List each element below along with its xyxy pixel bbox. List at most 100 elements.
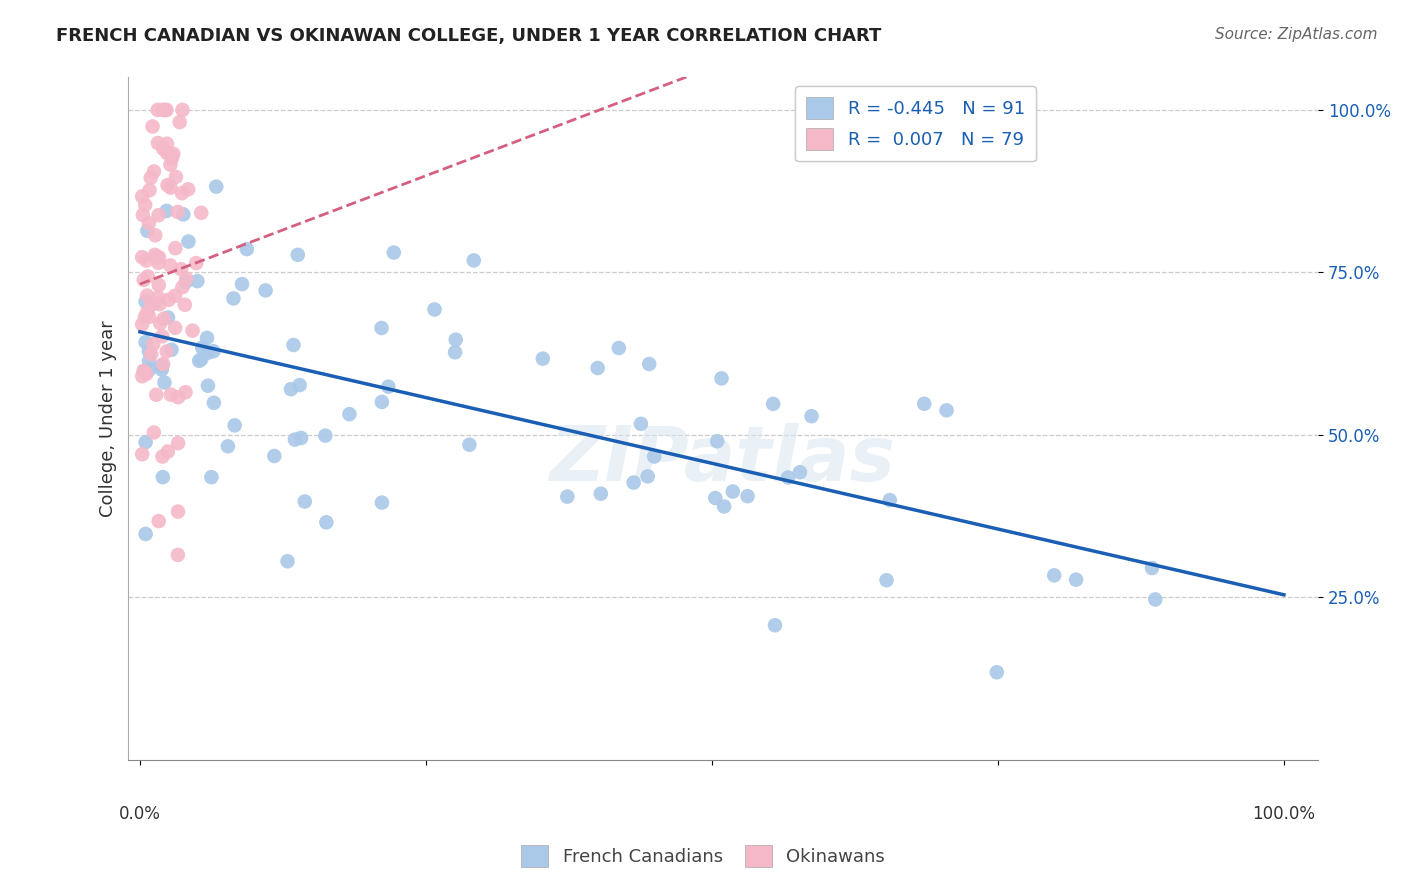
Point	[607, 341, 630, 355]
Text: FRENCH CANADIAN VS OKINAWAN COLLEGE, UNDER 1 YEAR CORRELATION CHART: FRENCH CANADIAN VS OKINAWAN COLLEGE, UND…	[56, 27, 882, 45]
Point	[138, 354, 160, 368]
Point	[586, 361, 609, 376]
Point	[141, 347, 163, 361]
Point	[143, 248, 166, 262]
Point	[638, 357, 661, 371]
Point	[589, 486, 612, 500]
Point	[159, 180, 181, 194]
Point	[162, 146, 184, 161]
Point	[132, 364, 155, 378]
Point	[173, 298, 195, 312]
Point	[170, 262, 193, 277]
Point	[132, 273, 155, 287]
Point	[382, 245, 405, 260]
Point	[136, 305, 159, 319]
Point	[136, 224, 159, 238]
Point	[789, 465, 811, 479]
Point	[623, 475, 645, 490]
Point	[721, 484, 744, 499]
Point	[186, 274, 208, 288]
Point	[131, 447, 153, 461]
Point	[150, 359, 173, 373]
Point	[146, 103, 169, 117]
Point	[165, 289, 187, 303]
Y-axis label: College, Under 1 year: College, Under 1 year	[100, 320, 117, 517]
Point	[150, 362, 173, 376]
Point	[148, 208, 170, 222]
Point	[188, 354, 211, 368]
Point	[167, 436, 190, 450]
Point	[156, 145, 179, 160]
Point	[205, 179, 228, 194]
Point	[186, 256, 208, 270]
Point	[135, 335, 157, 350]
Point	[217, 439, 239, 453]
Point	[254, 284, 277, 298]
Point	[231, 277, 253, 292]
Point	[131, 369, 153, 384]
Point	[167, 548, 190, 562]
Point	[131, 318, 153, 332]
Point	[531, 351, 554, 366]
Point	[135, 294, 157, 309]
Point	[224, 418, 246, 433]
Point	[157, 293, 180, 307]
Point	[371, 395, 394, 409]
Point	[152, 357, 174, 371]
Point	[160, 343, 183, 357]
Point	[165, 241, 187, 255]
Point	[165, 169, 187, 184]
Point	[138, 310, 160, 324]
Point	[236, 242, 259, 256]
Point	[156, 310, 179, 325]
Point	[135, 253, 157, 268]
Point	[444, 345, 467, 359]
Point	[280, 382, 302, 396]
Point	[643, 450, 665, 464]
Point	[166, 205, 188, 219]
Point	[139, 170, 162, 185]
Point	[136, 269, 159, 284]
Point	[315, 516, 337, 530]
Point	[148, 251, 170, 265]
Point	[314, 428, 336, 442]
Point	[762, 397, 785, 411]
Point	[276, 554, 298, 568]
Point	[1144, 592, 1167, 607]
Point	[778, 470, 800, 484]
Legend: R = -0.445   N = 91, R =  0.007   N = 79: R = -0.445 N = 91, R = 0.007 N = 79	[796, 87, 1036, 161]
Point	[155, 103, 177, 117]
Text: Source: ZipAtlas.com: Source: ZipAtlas.com	[1215, 27, 1378, 42]
Point	[283, 338, 305, 352]
Point	[637, 469, 659, 483]
Point	[290, 431, 312, 445]
Point	[149, 316, 172, 330]
Point	[190, 206, 212, 220]
Point	[156, 444, 179, 458]
Point	[713, 500, 735, 514]
Point	[159, 387, 181, 401]
Point	[912, 397, 935, 411]
Point	[197, 345, 219, 359]
Point	[148, 278, 170, 293]
Point	[181, 324, 204, 338]
Point	[138, 183, 160, 197]
Point	[458, 438, 481, 452]
Point	[288, 378, 311, 392]
Point	[174, 275, 197, 289]
Point	[737, 489, 759, 503]
Point	[557, 490, 579, 504]
Point	[222, 292, 245, 306]
Point	[197, 378, 219, 392]
Point	[160, 152, 183, 166]
Point	[294, 494, 316, 508]
Point	[370, 321, 392, 335]
Point	[145, 388, 167, 402]
Point	[143, 296, 166, 310]
Point	[263, 449, 285, 463]
Point	[165, 320, 187, 334]
Point	[153, 103, 176, 117]
Point	[142, 425, 165, 440]
Point	[444, 333, 467, 347]
Point	[148, 514, 170, 528]
